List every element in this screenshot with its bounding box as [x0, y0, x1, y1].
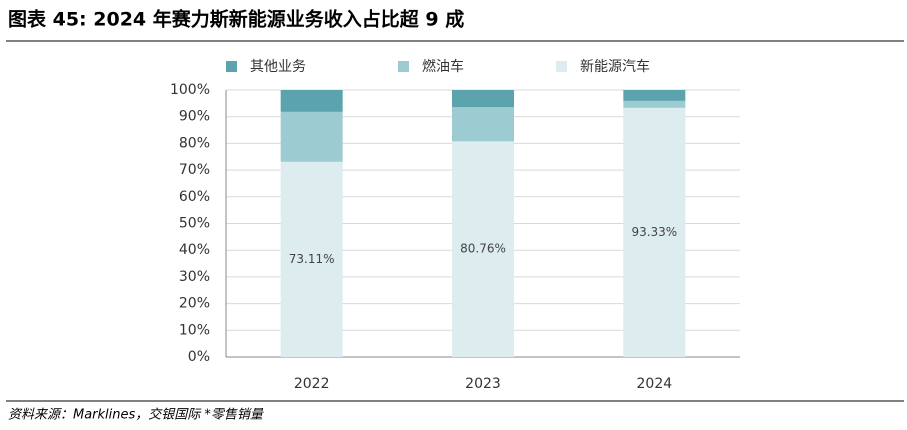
- legend-label: 燃油车: [422, 58, 464, 75]
- value-label: 93.33%: [631, 225, 677, 239]
- x-tick-label: 2022: [294, 376, 330, 392]
- legend-label: 其他业务: [250, 59, 306, 75]
- legend-swatch: [556, 61, 567, 72]
- bar-segment: [623, 100, 686, 108]
- bar-segment: [280, 161, 343, 357]
- y-tick-label: 40%: [179, 242, 210, 258]
- source: 资料来源：Marklines，交银国际 *零售销量: [8, 407, 265, 423]
- y-tick-label: 20%: [179, 296, 210, 312]
- bar-segment: [623, 90, 686, 101]
- x-tick-label: 2023: [465, 376, 501, 392]
- y-tick-label: 60%: [179, 189, 210, 205]
- y-tick-label: 100%: [170, 82, 210, 98]
- legend-label: 新能源汽车: [580, 58, 650, 75]
- y-tick-label: 70%: [179, 162, 210, 178]
- y-tick-label: 90%: [179, 109, 210, 125]
- bar-segment: [280, 111, 343, 162]
- y-tick-label: 30%: [179, 269, 210, 285]
- bar-segment: [452, 90, 514, 108]
- bar-segment: [452, 141, 514, 357]
- y-tick-label: 80%: [179, 135, 210, 151]
- bar-segment: [623, 107, 686, 357]
- y-tick-label: 50%: [179, 216, 210, 232]
- y-tick-label: 0%: [188, 349, 210, 365]
- bar-segment: [280, 90, 343, 112]
- legend-swatch: [398, 61, 409, 72]
- bar-segment: [452, 107, 514, 142]
- y-tick-label: 10%: [179, 322, 210, 338]
- value-label: 80.76%: [460, 242, 506, 256]
- x-tick-label: 2024: [637, 376, 673, 392]
- legend-swatch: [226, 61, 237, 72]
- value-label: 73.11%: [289, 252, 335, 266]
- chart-title: 图表 45: 2024 年赛力斯新能源业务收入占比超 9 成: [8, 8, 464, 31]
